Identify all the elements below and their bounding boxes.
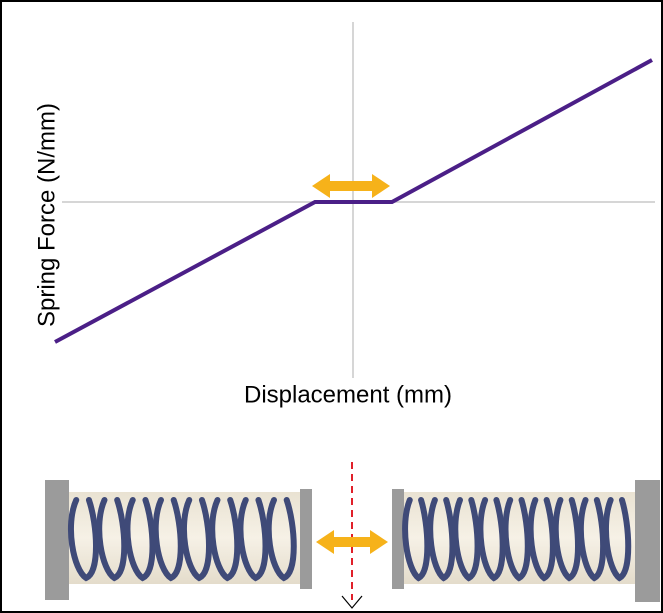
coil [124,497,156,582]
coil [152,497,184,582]
coil [96,497,128,582]
coils [67,497,632,582]
pointer [341,595,363,609]
coil [602,497,632,582]
coil [502,497,531,582]
left-wall [45,480,69,600]
coil [180,497,213,582]
coil [67,497,100,582]
left-plate [300,489,312,589]
y-axis-label: Spring Force (N/mm) [33,103,60,327]
coil [477,497,506,582]
coil [265,497,297,582]
coil [527,497,556,582]
coil [237,497,269,582]
force-curve [54,58,653,344]
right-wall [635,480,660,602]
coil [427,497,456,582]
right-plate [392,489,404,589]
coil [209,497,241,582]
x-axis-label: Displacement (mm) [244,381,452,408]
coil [452,497,481,582]
coil [402,497,431,582]
coil [552,497,582,582]
spring-gap-arrow [316,530,388,554]
gap-arrow [312,174,390,198]
coil [577,497,607,582]
